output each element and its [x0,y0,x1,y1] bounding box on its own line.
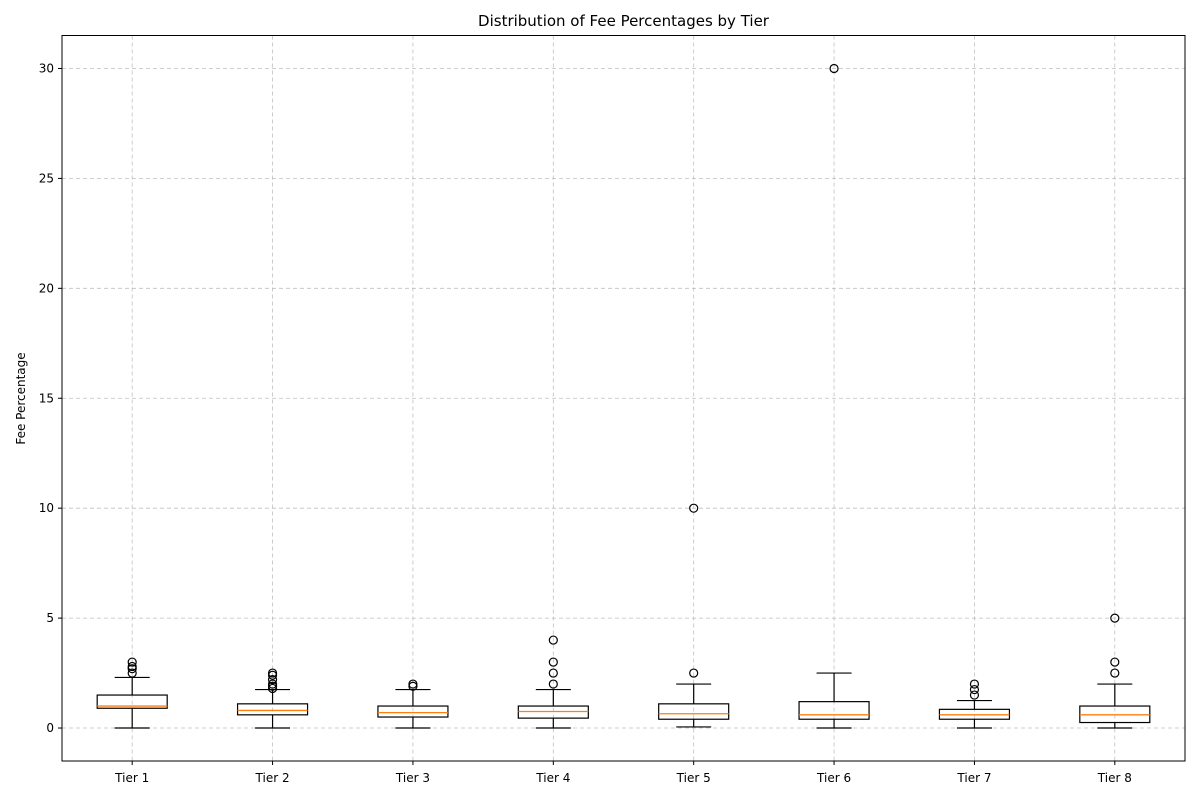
outlier-point [548,668,558,678]
x-tick-label: Tier 3 [395,771,430,785]
outlier-point [127,668,137,678]
box-iqr [96,694,168,709]
outlier-point [267,675,278,685]
y-axis-label: Fee Percentage [14,352,28,444]
box-iqr [658,703,730,720]
outlier-point [829,63,839,74]
box-group [236,668,309,729]
y-tick-label: 30 [39,61,54,75]
chart-title: Distribution of Fee Percentages by Tier [478,12,770,30]
outlier-point [689,503,699,513]
box-group [1079,613,1151,729]
outlier-point [127,657,137,667]
outlier-point [1110,613,1120,623]
box-group [96,657,168,729]
box-iqr [798,701,870,720]
box-group [658,503,730,728]
outlier-point [1110,657,1120,667]
box-group [377,679,449,729]
outlier-point [1110,668,1120,678]
box-group [938,679,1011,729]
y-tick-label: 10 [39,501,54,515]
outlier-point [969,684,980,695]
x-tick-label: Tier 1 [114,771,149,785]
box-iqr [236,703,309,716]
grid-lines [62,35,1185,761]
outlier-point [267,679,278,689]
box-group [798,63,870,729]
y-tick-label: 5 [46,611,54,625]
x-tick-label: Tier 8 [1097,771,1132,785]
box-group [517,635,589,729]
outlier-point [267,668,278,678]
outlier-point [969,690,980,700]
outlier-point [548,635,558,645]
y-tick-label: 25 [39,171,54,185]
outlier-point [689,668,699,678]
box-iqr [377,705,449,718]
y-tick-label: 15 [39,391,54,405]
outlier-point [969,679,980,689]
outlier-point [548,679,558,689]
axes: 0 5 10 15 20 25 30 Tier 1 Tier 2 Tier 3 Tier 4 Tier… [39,61,1132,785]
outlier-point [408,679,418,689]
x-tick-label: Tier 6 [816,771,851,785]
y-tick-label: 20 [39,281,54,295]
x-tick-label: Tier 2 [255,771,290,785]
outlier-point [127,661,137,672]
outlier-point [548,657,558,667]
x-tick-label: Tier 4 [535,771,570,785]
plot-marks [96,63,1151,729]
y-tick-label: 0 [46,721,54,735]
x-tick-label: Tier 7 [956,771,991,785]
x-tick-label: Tier 5 [676,771,711,785]
